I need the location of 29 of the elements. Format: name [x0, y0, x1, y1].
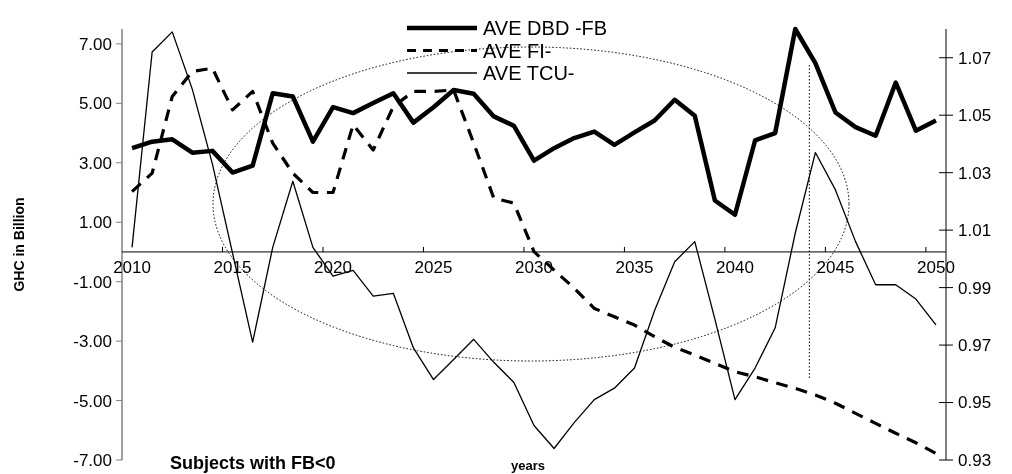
y-tick-label: 1.00	[78, 213, 112, 233]
legend-label: AVE FI-	[483, 39, 552, 62]
y-tick-label: -1.00	[73, 272, 112, 292]
x-axis-title: years	[511, 458, 545, 473]
y2-tick-label: 0.97	[958, 336, 992, 356]
x-tick-label: 2030	[515, 257, 553, 277]
x-tick-label: 2010	[113, 257, 151, 277]
legend-label: AVE DBD -FB	[483, 17, 608, 39]
y-tick-label: 7.00	[78, 34, 112, 54]
y2-tick-label: 0.93	[958, 450, 992, 470]
y-tick-label: -5.00	[73, 391, 112, 411]
y2-tick-label: 1.01	[958, 221, 992, 241]
x-tick-label: 2025	[414, 257, 453, 277]
y2-tick-label: 1.03	[958, 163, 992, 183]
annotation: Subjects with FB<0	[170, 453, 336, 473]
x-tick-label: 2035	[615, 257, 654, 277]
y2-tick-label: 1.05	[958, 106, 992, 126]
legend-label: AVE TCU-	[483, 62, 575, 84]
x-tick-label: 2045	[816, 257, 855, 277]
y2-tick-label: 0.99	[958, 278, 992, 298]
y2-tick-label: 1.07	[958, 48, 992, 68]
y-tick-label: 5.00	[78, 94, 112, 114]
y2-tick-label: 0.95	[958, 393, 992, 413]
y-tick-label: -7.00	[73, 450, 112, 470]
x-tick-label: 2040	[716, 257, 754, 277]
y-tick-label: 3.00	[78, 153, 112, 173]
y-axis-title: GHC in Billion	[11, 197, 27, 292]
y-tick-label: -3.00	[73, 332, 112, 352]
x-tick-label: 2050	[917, 257, 955, 277]
